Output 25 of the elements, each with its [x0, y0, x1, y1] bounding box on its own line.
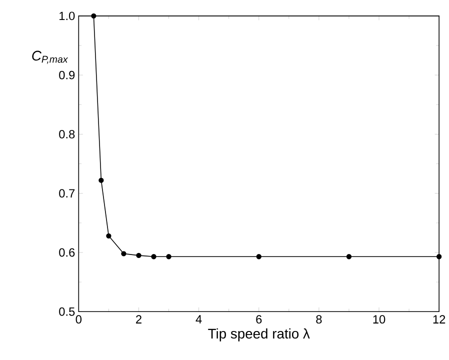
- x-tick-label: 12: [433, 314, 446, 324]
- x-tick-label: 4: [196, 314, 202, 324]
- y-axis-title: C$_{P,max}$: [32, 50, 68, 64]
- point: [256, 254, 262, 259]
- x-tick-label: 10: [373, 314, 386, 324]
- y-tick-label: 0.7: [59, 188, 75, 198]
- x-tick-label: 2: [136, 314, 142, 324]
- point: [136, 252, 142, 258]
- point: [98, 178, 104, 183]
- y-tick-label: 0.8: [59, 130, 75, 138]
- y-tick-label: 0.9: [59, 70, 75, 80]
- x-tick-label: 0: [76, 314, 82, 324]
- y-tick-label: 0.5: [59, 307, 75, 316]
- x-axis-title: Tip speed ratio λ: [208, 328, 310, 342]
- y-tick-label: 0.6: [59, 248, 75, 256]
- point: [166, 254, 172, 259]
- point: [106, 233, 112, 238]
- point: [121, 250, 126, 256]
- point: [436, 254, 442, 259]
- x-tick-label: 8: [316, 314, 322, 324]
- point: [91, 13, 96, 18]
- x-tick-label: 6: [256, 314, 262, 324]
- y-tick-label: 1.0: [60, 12, 75, 20]
- point: [151, 254, 156, 259]
- point: [346, 254, 352, 259]
